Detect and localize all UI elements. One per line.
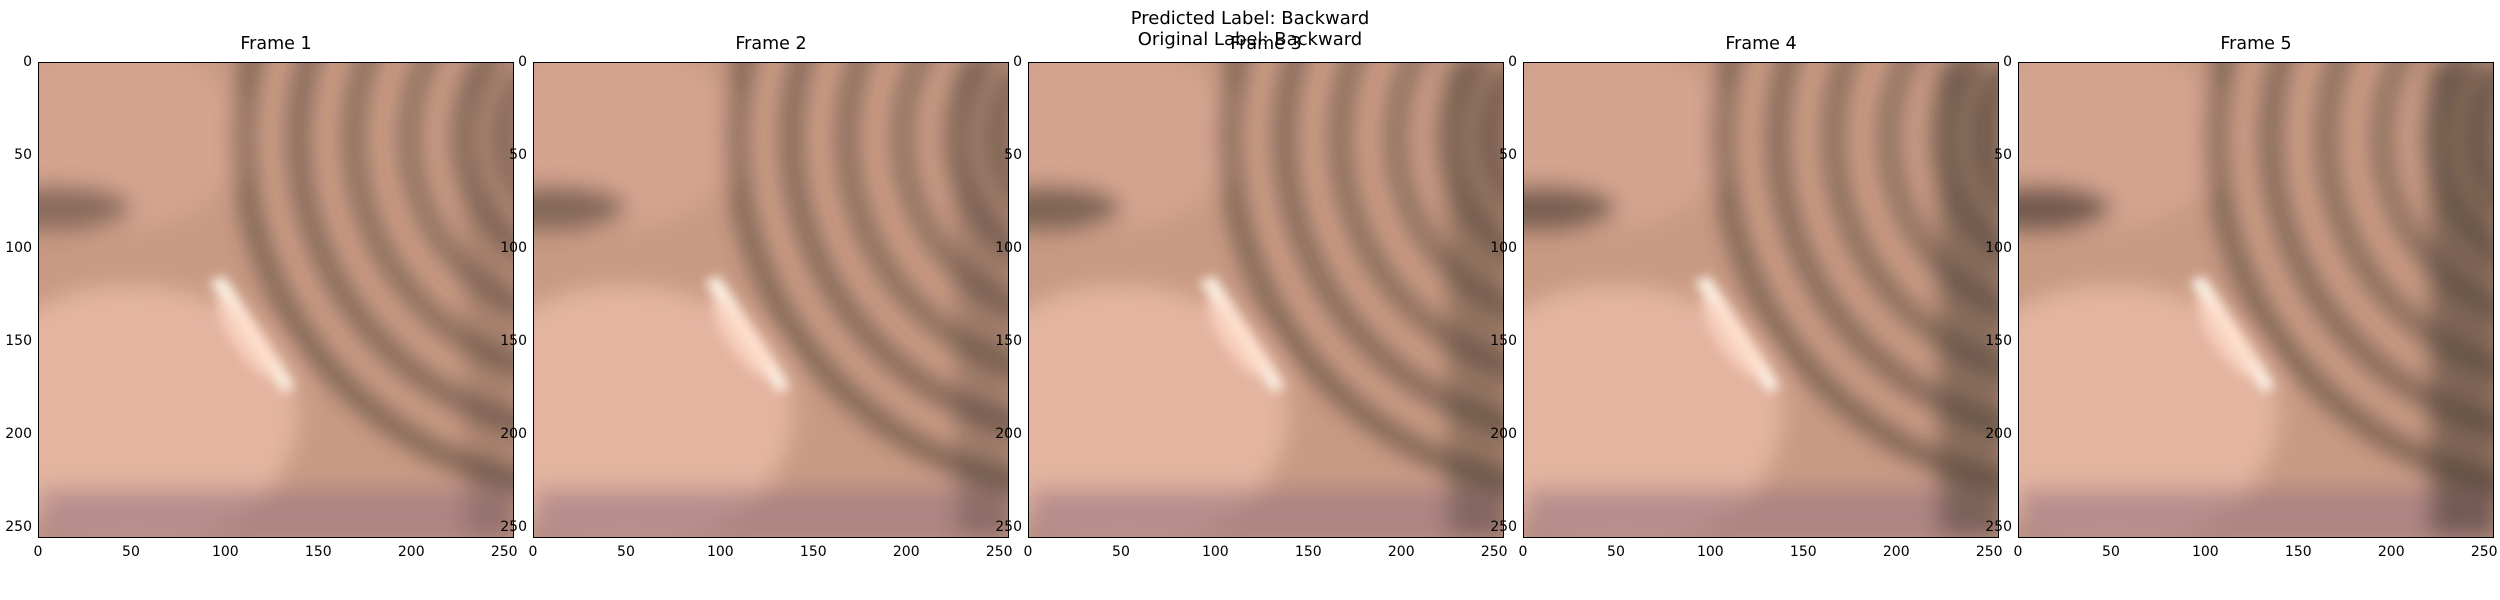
- y-tick-label: 0: [1508, 54, 1517, 70]
- endoscopy-image: [2018, 62, 2494, 538]
- y-tick-label: 100: [1985, 239, 2012, 256]
- y-tick-label: 50: [1004, 146, 1022, 163]
- x-tick-label: 250: [2470, 544, 2498, 560]
- endoscopy-image: [1523, 62, 1999, 538]
- frame-title: Frame 3: [1230, 34, 1302, 54]
- x-tick-label: 200: [892, 544, 920, 560]
- x-tick-label: 200: [2377, 544, 2405, 560]
- x-tick-label: 100: [706, 544, 734, 560]
- y-tick-label: 250: [5, 518, 32, 535]
- y-tick-label: 50: [509, 146, 527, 163]
- x-tick-label: 50: [617, 544, 635, 560]
- x-tick-label: 0: [528, 544, 538, 560]
- frame-title: Frame 5: [2220, 34, 2292, 54]
- frame-panel: Frame 1 0 50 100 150 200 250 0 50 100 150 200 250: [5, 34, 518, 560]
- x-tick-label: 200: [1387, 544, 1415, 560]
- y-tick-label: 100: [5, 239, 32, 256]
- y-tick-label: 50: [1499, 146, 1517, 163]
- x-tick-label: 250: [1975, 544, 2003, 560]
- y-tick-label: 200: [995, 425, 1022, 442]
- x-tick-label: 250: [490, 544, 518, 560]
- x-tick-label: 250: [985, 544, 1013, 560]
- x-tick-label: 0: [1023, 544, 1033, 560]
- frame-panel: Frame 4 0 50 100 150 200 250 0 50 100 150 200 250: [1490, 34, 2003, 560]
- y-tick-label: 250: [1490, 518, 1517, 535]
- y-tick-label: 100: [500, 239, 527, 256]
- predicted-label: Predicted Label: Backward: [1130, 8, 1370, 29]
- x-tick-label: 0: [2013, 544, 2023, 560]
- y-tick-label: 150: [5, 332, 32, 349]
- x-tick-label: 150: [304, 544, 332, 560]
- original-label: Original Label: Backward: [1137, 29, 1363, 50]
- x-tick-label: 100: [1201, 544, 1229, 560]
- endoscopy-image: [38, 62, 514, 538]
- x-tick-label: 200: [1882, 544, 1910, 560]
- y-tick-label: 100: [995, 239, 1022, 256]
- x-tick-label: 0: [1518, 544, 1528, 560]
- x-tick-label: 150: [1294, 544, 1322, 560]
- endoscopy-image: [1028, 62, 1504, 538]
- y-tick-label: 150: [500, 332, 527, 349]
- x-tick-label: 150: [799, 544, 827, 560]
- y-tick-label: 250: [500, 518, 527, 535]
- y-tick-label: 200: [5, 425, 32, 442]
- y-tick-label: 0: [1013, 54, 1022, 70]
- x-tick-label: 150: [2284, 544, 2312, 560]
- frame-title: Frame 2: [735, 34, 807, 54]
- endoscopy-image: [533, 62, 1009, 538]
- y-tick-label: 100: [1490, 239, 1517, 256]
- x-tick-label: 50: [1112, 544, 1130, 560]
- x-tick-label: 100: [211, 544, 239, 560]
- y-tick-label: 0: [518, 54, 527, 70]
- y-tick-label: 250: [995, 518, 1022, 535]
- frame-panel: Frame 2 0 50 100 150 200 250 0 50 100 150 200 250: [500, 34, 1013, 560]
- x-tick-label: 250: [1480, 544, 1508, 560]
- y-tick-label: 0: [23, 54, 32, 70]
- y-tick-label: 200: [1985, 425, 2012, 442]
- x-tick-label: 50: [122, 544, 140, 560]
- y-tick-label: 150: [995, 332, 1022, 349]
- y-tick-label: 200: [1490, 425, 1517, 442]
- y-tick-label: 200: [500, 425, 527, 442]
- x-tick-label: 100: [2191, 544, 2219, 560]
- frame-panel: Frame 3 0 50 100 150 200 250 0 50 100 150 200 250: [995, 34, 1508, 560]
- y-tick-label: 50: [1994, 146, 2012, 163]
- y-tick-label: 0: [2003, 54, 2012, 70]
- x-tick-label: 150: [1789, 544, 1817, 560]
- y-tick-label: 250: [1985, 518, 2012, 535]
- frame-title: Frame 1: [240, 34, 312, 54]
- y-tick-label: 150: [1985, 332, 2012, 349]
- x-tick-label: 200: [397, 544, 425, 560]
- x-tick-label: 50: [1607, 544, 1625, 560]
- x-tick-label: 50: [2102, 544, 2120, 560]
- frame-panel: Frame 5 0 50 100 150 200 250 0 50 100 150 200 250: [1985, 34, 2498, 560]
- frame-title: Frame 4: [1725, 34, 1797, 54]
- figure-suptitle: Predicted Label: Backward Original Label…: [0, 8, 2500, 50]
- x-tick-label: 0: [33, 544, 43, 560]
- y-tick-label: 150: [1490, 332, 1517, 349]
- y-tick-label: 50: [14, 146, 32, 163]
- x-tick-label: 100: [1696, 544, 1724, 560]
